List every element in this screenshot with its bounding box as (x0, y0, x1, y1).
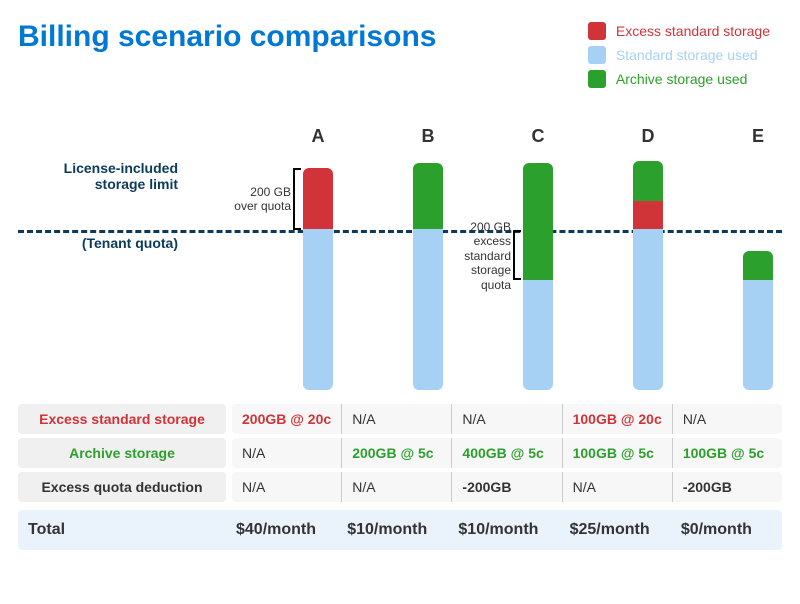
cell: 400GB @ 5c (452, 438, 562, 468)
row-header: Excess standard storage (18, 404, 226, 434)
axis-label-limit: License-includedstorage limit (18, 160, 178, 192)
quota-line (18, 230, 782, 233)
annotation: 200 GBover quota (234, 185, 291, 214)
bar-segment-standard (633, 229, 663, 390)
row-header: Archive storage (18, 438, 226, 468)
bar-segment-standard (303, 229, 333, 390)
cell: 100GB @ 5c (673, 438, 782, 468)
legend-label: Archive storage used (616, 71, 748, 87)
cell: N/A (342, 472, 452, 502)
bar-E (743, 251, 773, 390)
bracket (513, 230, 521, 280)
legend-item: Standard storage used (588, 46, 770, 64)
legend-swatch (588, 70, 606, 88)
page-title: Billing scenario comparisons (18, 20, 436, 54)
total-cell: $40/month (226, 514, 337, 546)
bar-segment-standard (743, 280, 773, 390)
table-row: Excess standard storage200GB @ 20cN/AN/A… (18, 404, 782, 434)
legend-swatch (588, 22, 606, 40)
bracket (293, 168, 301, 230)
column-label: E (738, 126, 778, 147)
legend-label: Excess standard storage (616, 23, 770, 39)
column-label: C (518, 126, 558, 147)
row-cells: N/AN/A-200GBN/A-200GB (232, 472, 782, 502)
total-cell: $25/month (560, 514, 671, 546)
column-label: B (408, 126, 448, 147)
cell: 100GB @ 20c (563, 404, 673, 434)
cell: 200GB @ 20c (232, 404, 342, 434)
annotation: 200 GBexcessstandardstoragequota (464, 220, 511, 292)
cell: N/A (232, 472, 342, 502)
bar-B (413, 163, 443, 390)
total-row: Total$40/month$10/month$10/month$25/mont… (18, 510, 782, 550)
total-header: Total (18, 514, 226, 546)
legend-item: Archive storage used (588, 70, 770, 88)
total-cell: $10/month (337, 514, 448, 546)
bar-segment-standard (413, 229, 443, 390)
chart-area: ABCDE License-includedstorage limit (Ten… (18, 130, 782, 390)
legend-item: Excess standard storage (588, 22, 770, 40)
table-row: Archive storageN/A200GB @ 5c400GB @ 5c10… (18, 438, 782, 468)
cell: -200GB (452, 472, 562, 502)
cell: N/A (342, 404, 452, 434)
bar-segment-excess (633, 201, 663, 230)
axis-label-quota: (Tenant quota) (18, 235, 178, 251)
column-label: A (298, 126, 338, 147)
cell: -200GB (673, 472, 782, 502)
bar-segment-archive (743, 251, 773, 280)
bar-segment-archive (633, 161, 663, 201)
bar-segment-standard (523, 280, 553, 390)
cell: N/A (452, 404, 562, 434)
bar-segment-excess (303, 168, 333, 230)
pricing-table: Excess standard storage200GB @ 20cN/AN/A… (18, 404, 782, 550)
legend: Excess standard storage Standard storage … (588, 22, 770, 94)
cell: N/A (563, 472, 673, 502)
column-label: D (628, 126, 668, 147)
cell: 200GB @ 5c (342, 438, 452, 468)
bar-segment-archive (523, 163, 553, 280)
row-cells: 200GB @ 20cN/AN/A100GB @ 20cN/A (232, 404, 782, 434)
bar-D (633, 161, 663, 390)
cell: 100GB @ 5c (563, 438, 673, 468)
bar-C (523, 163, 553, 390)
table-row: Excess quota deductionN/AN/A-200GBN/A-20… (18, 472, 782, 502)
total-cell: $10/month (448, 514, 559, 546)
legend-swatch (588, 46, 606, 64)
total-cell: $0/month (671, 514, 782, 546)
bar-segment-archive (413, 163, 443, 229)
cell: N/A (673, 404, 782, 434)
bar-A (303, 168, 333, 390)
row-cells: N/A200GB @ 5c400GB @ 5c100GB @ 5c100GB @… (232, 438, 782, 468)
row-header: Excess quota deduction (18, 472, 226, 502)
legend-label: Standard storage used (616, 47, 758, 63)
cell: N/A (232, 438, 342, 468)
